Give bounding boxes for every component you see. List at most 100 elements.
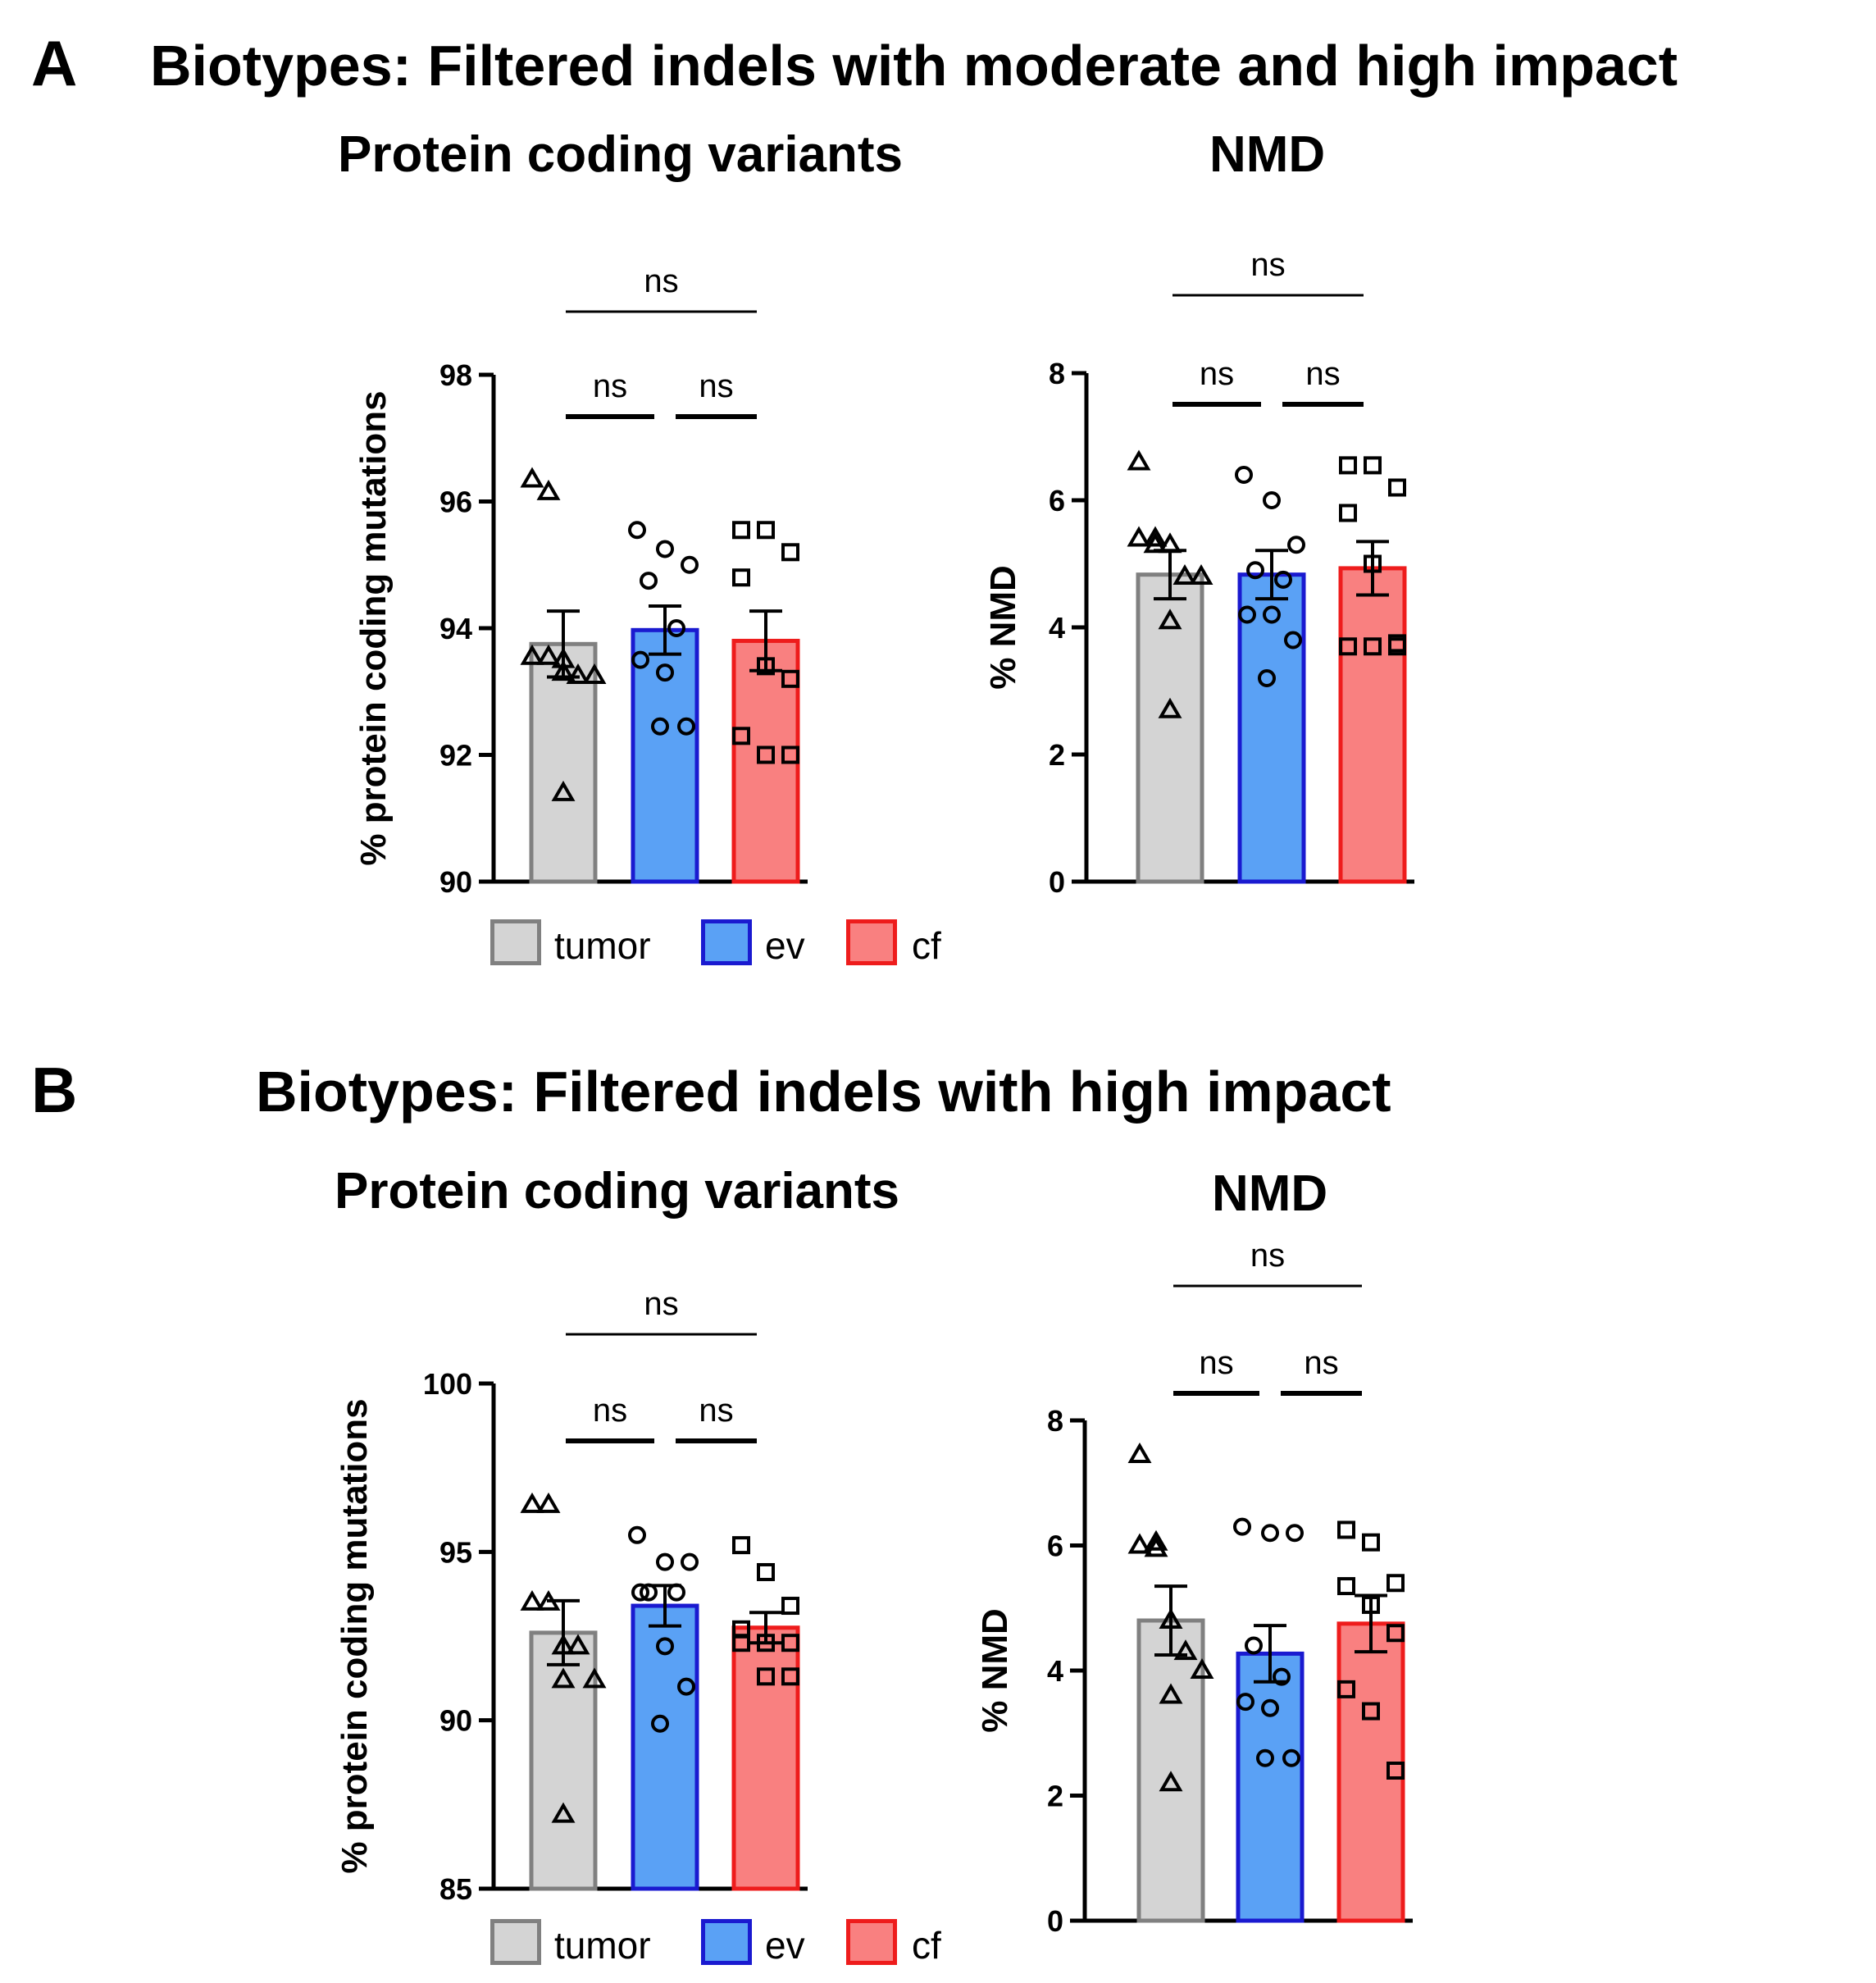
data-point-cf [781,745,799,764]
legend-swatch-cf [846,919,897,965]
data-point-cf [757,745,775,764]
data-point-cf [1337,1680,1355,1698]
panel-title-a: Biotypes: Filtered indels with moderate … [150,34,1678,98]
data-point-ev [631,650,649,669]
y-axis-label: % protein coding mutations [353,390,394,865]
chart-title-a-protein: Protein coding variants [338,126,904,183]
data-point-tumor [551,1802,576,1823]
data-point-ev [1238,605,1256,624]
data-point-ev [677,1677,695,1696]
y-tick-label: 85 [439,1872,472,1906]
y-tick-label: 8 [1047,1404,1063,1438]
data-point-tumor [1158,609,1182,630]
data-point-ev [1261,1698,1279,1717]
data-point-ev [1236,1693,1254,1712]
data-point-cf [757,657,775,676]
data-point-ev [1263,491,1281,509]
data-point-tumor [1127,1442,1152,1463]
y-axis-label: % protein coding mutations [335,1398,375,1873]
data-point-cf [1362,1595,1380,1614]
data-point-tumor [551,780,576,801]
data-point-ev [1286,1524,1304,1543]
significance-label: ns [699,1393,733,1429]
data-point-ev [631,1583,649,1602]
data-point-tumor [1189,564,1213,585]
data-point-cf [1364,554,1382,573]
bar-tumor [529,1630,598,1891]
data-point-tumor [1127,449,1151,471]
data-point-tumor [582,663,607,684]
data-point-cf [781,1597,799,1616]
data-point-ev [1233,1517,1251,1536]
data-point-ev [1235,466,1253,484]
legend-label-cf: cf [912,924,941,967]
data-point-cf [1339,504,1357,522]
data-point-cf [732,568,750,587]
data-point-cf [732,1634,750,1652]
data-point-ev [681,555,699,574]
data-point-ev [1273,1667,1291,1686]
significance-label: ns [1199,1345,1233,1381]
data-point-ev [1282,1748,1300,1767]
legend-label-ev-b: ev [765,1924,805,1967]
data-point-tumor [520,1492,544,1513]
y-tick-label: 90 [439,865,472,899]
data-point-tumor [536,644,561,665]
data-point-cf [732,521,750,540]
data-point-tumor [1158,532,1182,554]
panel-letter-a: A [31,27,78,99]
y-tick-label: 95 [439,1535,472,1569]
y-tick-label: 6 [1047,1529,1063,1563]
data-point-cf [1339,456,1357,475]
data-point-ev [628,521,646,540]
data-point-cf [757,1667,775,1686]
data-point-cf [1387,1574,1405,1593]
chart-title-b-nmd: NMD [1212,1165,1328,1222]
data-point-cf [757,1562,775,1581]
data-point-cf [1339,637,1357,656]
data-point-ev [1261,1524,1279,1543]
data-point-tumor [536,479,561,500]
data-point-ev [1245,1636,1263,1655]
data-point-ev [1246,561,1264,580]
data-point-tumor [1143,532,1168,554]
significance-label: ns [1250,247,1285,283]
data-point-tumor [551,1634,576,1655]
data-point-ev [677,717,695,736]
y-axis-label: % NMD [983,565,1023,690]
data-point-ev [651,1714,669,1733]
y-axis-label: % NMD [975,1608,1015,1733]
data-point-tumor [1158,697,1182,718]
data-point-tumor [582,1667,607,1689]
legend-label-cf-b: cf [912,1924,941,1967]
data-point-cf [1364,637,1382,656]
data-point-ev [656,540,674,558]
data-point-tumor [551,1667,576,1689]
data-point-tumor [520,467,544,488]
y-tick-label: 98 [439,358,472,392]
y-tick-label: 4 [1049,611,1065,645]
data-point-tumor [1144,1536,1168,1557]
legend-swatch-cf-b [846,1919,897,1965]
data-point-cf [757,1634,775,1652]
y-tick-label: 92 [439,739,472,773]
bar-ev [631,627,699,884]
data-point-tumor [566,663,590,684]
data-point-ev [628,1525,646,1544]
significance-label: ns [1250,1238,1285,1274]
legend-swatch-ev-b [701,1919,752,1965]
bar-cf [1336,1621,1405,1923]
y-tick-label: 6 [1049,484,1065,517]
legend-swatch-ev [701,919,752,965]
data-point-ev [656,1637,674,1656]
data-point-cf [757,521,775,540]
significance-label: ns [593,368,627,404]
data-point-tumor [1127,526,1151,547]
data-point-tumor [520,644,544,665]
data-point-ev [640,1583,658,1602]
data-point-cf [1387,1624,1405,1643]
data-point-ev [1284,631,1302,650]
data-point-tumor [1173,1639,1198,1661]
